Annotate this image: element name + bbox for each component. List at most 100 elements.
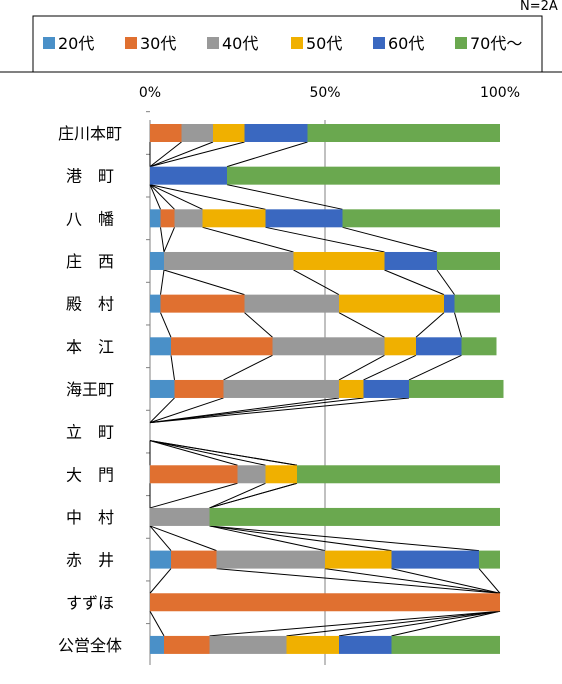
connector-line — [415, 312, 445, 338]
bar-segment — [150, 379, 175, 398]
bar-segment — [171, 550, 217, 569]
bar-segment — [160, 294, 245, 313]
bar-segment — [391, 635, 500, 654]
connector-line — [149, 397, 410, 424]
legend-item: 70代～ — [455, 34, 522, 53]
legend-label: 30代 — [140, 34, 176, 53]
connector-line — [244, 312, 273, 338]
category-label: 赤 井 — [66, 551, 114, 570]
legend-label: 20代 — [58, 34, 94, 53]
connector-line — [160, 312, 172, 338]
bar-segment — [437, 251, 500, 270]
legend-swatch — [455, 37, 467, 49]
connector-line — [149, 184, 161, 210]
bar-segment — [150, 465, 238, 484]
category-label: 公営全体 — [58, 636, 122, 655]
connector-line — [170, 355, 175, 381]
legend-label: 60代 — [388, 34, 424, 53]
bar-segment — [174, 379, 224, 398]
bar-segment — [174, 209, 203, 228]
tick-label: 100% — [480, 85, 520, 101]
bar-segment — [150, 635, 164, 654]
category-label: 中 村 — [66, 508, 114, 527]
bar-segment — [265, 465, 297, 484]
connector-line — [163, 227, 175, 253]
bar-segment — [363, 379, 409, 398]
legend-item: 40代 — [207, 34, 258, 53]
legend-label: 40代 — [222, 34, 258, 53]
bar-segment — [339, 635, 392, 654]
category-label: 海王町 — [66, 380, 114, 399]
bar-segment — [293, 251, 385, 270]
bar-segment — [272, 337, 385, 356]
connector-line — [293, 269, 340, 296]
connector-line — [209, 525, 326, 552]
connector-line — [265, 226, 385, 253]
bar-segment — [444, 294, 455, 313]
legend-item: 50代 — [291, 34, 342, 53]
bar-segment — [223, 379, 339, 398]
connector-line — [149, 397, 364, 424]
category-label: 庄 西 — [66, 252, 114, 271]
bar-segment — [216, 550, 325, 569]
bar-segment — [339, 379, 364, 398]
connector-line — [163, 269, 245, 296]
legend-swatch — [291, 37, 303, 49]
bar-segment — [150, 294, 161, 313]
connector-line — [226, 141, 308, 168]
connector-line — [149, 525, 217, 552]
bar-segment — [181, 124, 213, 142]
legend-label: 70代～ — [470, 34, 522, 53]
bar-segment — [391, 550, 479, 569]
bar-segment — [307, 124, 500, 142]
connector-line — [209, 525, 480, 552]
connector-line — [216, 568, 501, 594]
connector-line — [363, 354, 417, 381]
connector-line — [391, 610, 501, 637]
plot-frame — [0, 71, 562, 73]
bar-segment — [244, 124, 308, 142]
connector-line — [149, 141, 245, 168]
bar-segment — [339, 294, 444, 313]
connector-line — [149, 397, 175, 423]
connector-line — [223, 354, 273, 381]
connector-line — [226, 184, 343, 210]
bar-segment — [164, 251, 294, 270]
bar-segment — [454, 294, 500, 313]
connector-line — [149, 611, 165, 637]
connector-line — [149, 184, 266, 210]
connector-line — [338, 354, 385, 381]
legend-item: 30代 — [125, 34, 176, 53]
connector-line — [384, 269, 445, 296]
connector-line — [454, 312, 462, 338]
connector-line — [160, 269, 165, 295]
connector-line — [209, 482, 298, 509]
connector-line — [408, 354, 462, 381]
bar-segment — [202, 209, 266, 228]
legend-label: 50代 — [306, 34, 342, 53]
legend-swatch — [43, 37, 55, 49]
series-connector-lines — [149, 141, 501, 637]
bar-segment — [150, 337, 171, 356]
bar-segment — [150, 550, 171, 569]
legend: 20代 30代 40代 50代 60代 70代～ — [43, 34, 522, 53]
bar-segment — [171, 337, 273, 356]
connector-line — [286, 610, 501, 637]
bar-segment — [150, 593, 500, 612]
bar-segment — [160, 209, 175, 228]
category-label: 本 江 — [66, 337, 114, 356]
bar-segment — [297, 465, 500, 484]
bar-segment — [164, 635, 210, 654]
connector-line — [342, 226, 438, 253]
legend-swatch — [373, 37, 385, 49]
connector-line — [391, 568, 501, 594]
bar-segment — [150, 251, 164, 270]
bar-segment — [265, 209, 343, 228]
connector-line — [160, 227, 165, 253]
bar-segment — [213, 124, 245, 142]
connector-line — [209, 610, 501, 637]
connector-line — [149, 141, 182, 168]
bar-segment — [150, 124, 182, 142]
category-label: 立 町 — [66, 423, 114, 442]
